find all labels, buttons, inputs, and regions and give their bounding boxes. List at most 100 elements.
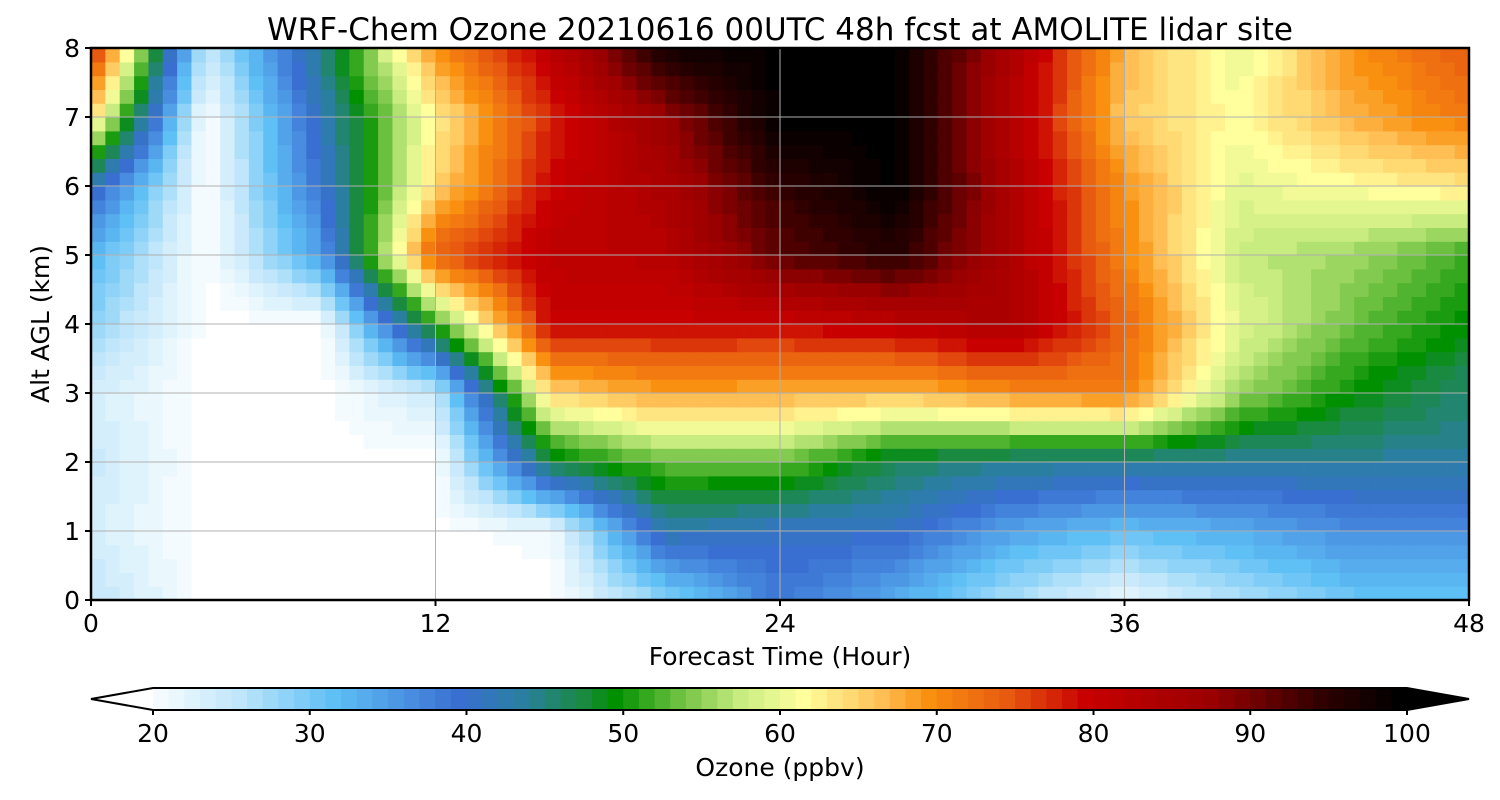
heatmap-cell	[1354, 393, 1370, 408]
heatmap-cell	[435, 434, 451, 449]
heatmap-cell	[148, 572, 164, 587]
heatmap-cell	[134, 572, 150, 587]
heatmap-cell	[1411, 89, 1427, 104]
heatmap-cell	[234, 379, 250, 394]
heatmap-cell	[507, 503, 523, 518]
heatmap-cell	[464, 75, 480, 90]
heatmap-cell	[693, 48, 709, 63]
heatmap-cell	[1397, 186, 1413, 201]
heatmap-cell	[148, 282, 164, 297]
heatmap-cell	[980, 475, 996, 491]
heatmap-cell	[966, 213, 982, 228]
heatmap-cell	[1067, 296, 1083, 311]
heatmap-cell	[1009, 117, 1025, 132]
heatmap-cell	[1038, 558, 1054, 573]
heatmap-cell	[449, 544, 465, 560]
heatmap-cell	[1440, 406, 1456, 422]
heatmap-cell	[665, 351, 681, 366]
heatmap-cell	[894, 434, 910, 449]
heatmap-cell	[191, 544, 207, 560]
heatmap-cell	[622, 531, 638, 546]
colorbar-segment	[435, 688, 452, 710]
heatmap-cell	[148, 213, 164, 228]
heatmap-cell	[966, 130, 982, 146]
heatmap-cell	[248, 199, 264, 215]
heatmap-cell	[880, 503, 896, 518]
heatmap-cell	[1095, 296, 1111, 311]
heatmap-cell	[1239, 379, 1255, 394]
heatmap-cell	[191, 531, 207, 546]
heatmap-cell	[665, 531, 681, 546]
heatmap-cell	[449, 130, 465, 146]
heatmap-cell	[636, 117, 652, 132]
heatmap-cell	[1224, 420, 1240, 435]
heatmap-cell	[1224, 172, 1240, 187]
heatmap-cell	[894, 310, 910, 325]
heatmap-cell	[464, 365, 480, 380]
heatmap-cell	[1196, 517, 1212, 532]
heatmap-cell	[478, 558, 494, 573]
heatmap-cell	[1224, 503, 1240, 518]
heatmap-cell	[220, 475, 236, 491]
heatmap-cell	[665, 406, 681, 422]
heatmap-cell	[91, 475, 106, 491]
heatmap-cell	[363, 475, 379, 491]
heatmap-cell	[564, 310, 580, 325]
heatmap-cell	[923, 572, 939, 587]
heatmap-cell	[751, 75, 767, 90]
heatmap-cell	[421, 255, 437, 270]
heatmap-cell	[579, 75, 594, 90]
heatmap-cell	[1339, 393, 1355, 408]
heatmap-cell	[952, 420, 968, 435]
heatmap-cell	[579, 448, 594, 463]
heatmap-cell	[378, 406, 394, 422]
heatmap-cell	[191, 517, 207, 532]
heatmap-cell	[392, 130, 408, 146]
heatmap-cell	[134, 186, 150, 201]
heatmap-cell	[205, 351, 221, 366]
heatmap-cell	[837, 475, 853, 491]
heatmap-cell	[765, 61, 781, 77]
heatmap-cell	[1110, 365, 1126, 380]
heatmap-cell	[909, 89, 925, 104]
heatmap-cell	[148, 420, 164, 435]
heatmap-cell	[263, 531, 279, 546]
heatmap-cell	[1382, 406, 1398, 422]
heatmap-cell	[1454, 158, 1469, 173]
heatmap-cell	[780, 351, 795, 366]
heatmap-cell	[866, 379, 882, 394]
x-tick-label: 36	[1109, 609, 1141, 638]
heatmap-cell	[478, 365, 494, 380]
heatmap-cell	[923, 158, 939, 173]
heatmap-cell	[1138, 103, 1154, 118]
heatmap-cell	[880, 517, 896, 532]
heatmap-cell	[478, 503, 494, 518]
heatmap-cell	[837, 586, 853, 600]
heatmap-cell	[320, 255, 336, 270]
heatmap-cell	[780, 337, 795, 353]
heatmap-cell	[177, 420, 193, 435]
heatmap-cell	[1354, 324, 1370, 339]
heatmap-cell	[722, 351, 738, 366]
heatmap-cell	[478, 324, 494, 339]
heatmap-cell	[492, 586, 508, 600]
heatmap-cell	[693, 503, 709, 518]
heatmap-cell	[248, 420, 264, 435]
y-tick-label: 0	[64, 586, 80, 615]
heatmap-cell	[105, 89, 121, 104]
heatmap-cell	[535, 282, 551, 297]
heatmap-cell	[162, 420, 178, 435]
heatmap-cell	[1296, 61, 1312, 77]
heatmap-cell	[421, 227, 437, 242]
heatmap-cell	[521, 172, 537, 187]
heatmap-cell	[1411, 255, 1427, 270]
heatmap-cell	[1368, 241, 1384, 256]
heatmap-cell	[1325, 572, 1341, 587]
heatmap-cell	[851, 199, 867, 215]
heatmap-cell	[464, 337, 480, 353]
heatmap-cell	[980, 503, 996, 518]
colorbar-segment	[388, 688, 405, 710]
heatmap-cell	[1425, 324, 1441, 339]
heatmap-cell	[1009, 489, 1025, 504]
heatmap-cell	[823, 544, 839, 560]
